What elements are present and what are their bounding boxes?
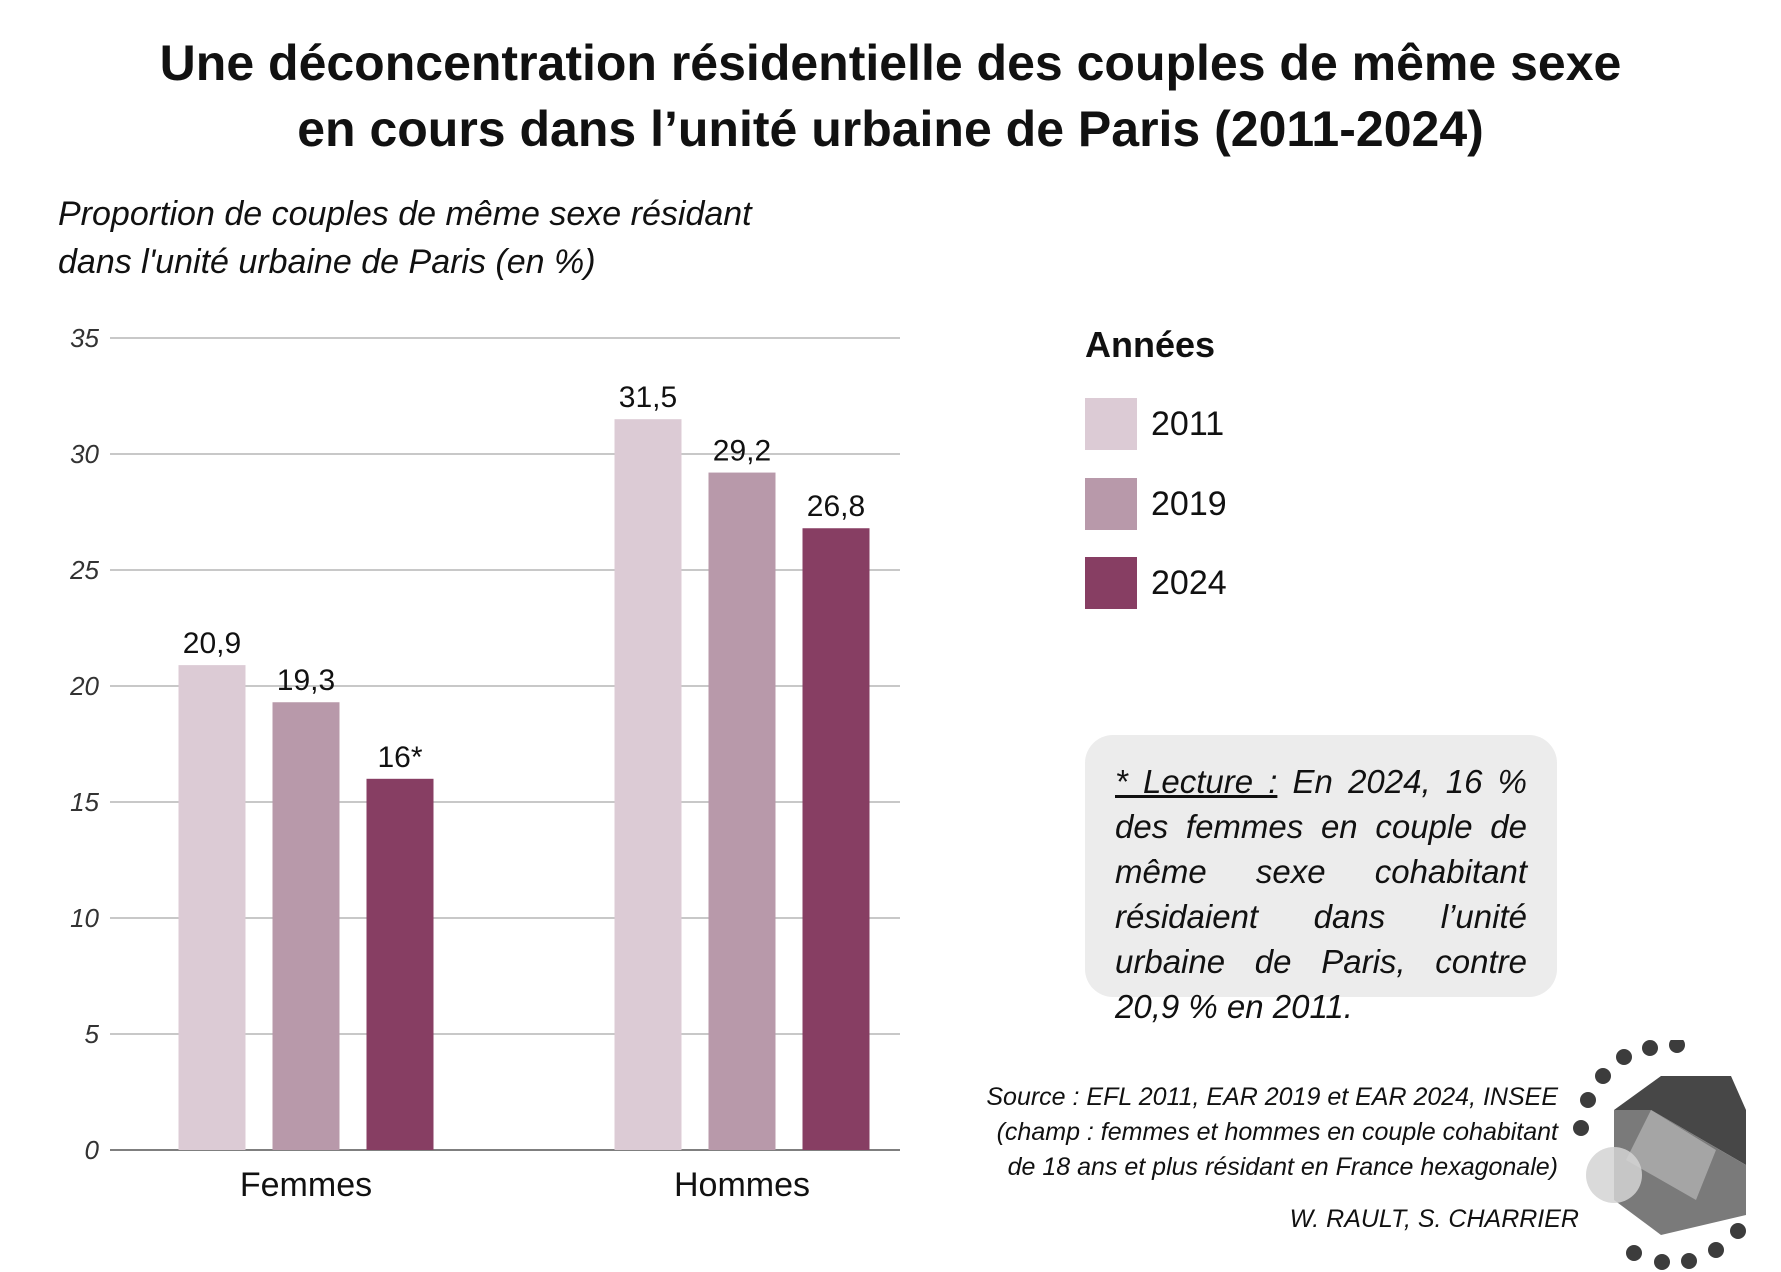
source-line-3: de 18 ans et plus résidant en France hex… <box>1007 1153 1558 1181</box>
y-tick-label-5: 5 <box>85 1019 100 1049</box>
bar-hommes-2019 <box>708 472 776 1150</box>
data-label-femmes-2024: 16* <box>377 741 422 774</box>
data-label-hommes-2019: 29,2 <box>713 435 771 468</box>
y-axis-label-line-2: dans l'unité urbaine de Paris (en %) <box>58 243 596 281</box>
y-tick-label-30: 30 <box>70 439 99 469</box>
legend-label-2019: 2019 <box>1151 485 1227 523</box>
institution-logo <box>1573 1040 1746 1270</box>
legend-title: Années <box>1085 324 1216 365</box>
reading-note-body: En 2024, 16 % des femmes en couple de mê… <box>1115 763 1527 1025</box>
y-axis-label: Proportion de couples de même sexe résid… <box>58 190 958 286</box>
reading-note-text: * Lecture : En 2024, 16 % des femmes en … <box>1115 759 1527 1029</box>
legend-swatch-2011 <box>1085 398 1137 450</box>
legend-label-2024: 2024 <box>1151 564 1227 602</box>
bar-femmes-2019 <box>272 702 340 1150</box>
chart-title: Une déconcentration résidentielle des co… <box>0 30 1781 162</box>
authors: W. RAULT, S. CHARRIER <box>1289 1205 1579 1233</box>
data-label-femmes-2019: 19,3 <box>277 664 335 697</box>
legend-label-2011: 2011 <box>1151 405 1225 443</box>
y-tick-label-20: 20 <box>69 671 99 701</box>
bar-femmes-2024 <box>366 778 434 1150</box>
source-note: Source : EFL 2011, EAR 2019 et EAR 2024,… <box>878 1080 1558 1185</box>
y-tick-label-0: 0 <box>85 1135 100 1165</box>
reading-note-lead: * Lecture : <box>1115 763 1278 800</box>
x-tick-label-femmes: Femmes <box>240 1166 372 1204</box>
data-label-femmes-2011: 20,9 <box>183 627 241 660</box>
y-tick-label-15: 15 <box>70 787 99 817</box>
data-label-hommes-2024: 26,8 <box>807 490 865 523</box>
bar-hommes-2011 <box>614 419 682 1150</box>
y-tick-label-25: 25 <box>69 555 99 585</box>
source-line-2: (champ : femmes et hommes en couple coha… <box>996 1118 1558 1146</box>
data-label-hommes-2011: 31,5 <box>619 381 677 414</box>
legend-swatch-2019 <box>1085 478 1137 530</box>
x-tick-label-hommes: Hommes <box>674 1166 810 1204</box>
y-tick-label-35: 35 <box>70 323 99 353</box>
bar-femmes-2011 <box>178 665 246 1150</box>
source-line-1: Source : EFL 2011, EAR 2019 et EAR 2024,… <box>986 1083 1558 1111</box>
bar-hommes-2024 <box>802 528 870 1150</box>
chart-title-line-1: Une déconcentration résidentielle des co… <box>159 35 1622 91</box>
reading-note: * Lecture : En 2024, 16 % des femmes en … <box>1085 735 1557 1025</box>
legend-swatch-2024 <box>1085 557 1137 609</box>
chart-title-line-2: en cours dans l’unité urbaine de Paris (… <box>297 101 1484 157</box>
y-axis-label-line-1: Proportion de couples de même sexe résid… <box>58 195 752 233</box>
y-tick-label-10: 10 <box>70 903 99 933</box>
